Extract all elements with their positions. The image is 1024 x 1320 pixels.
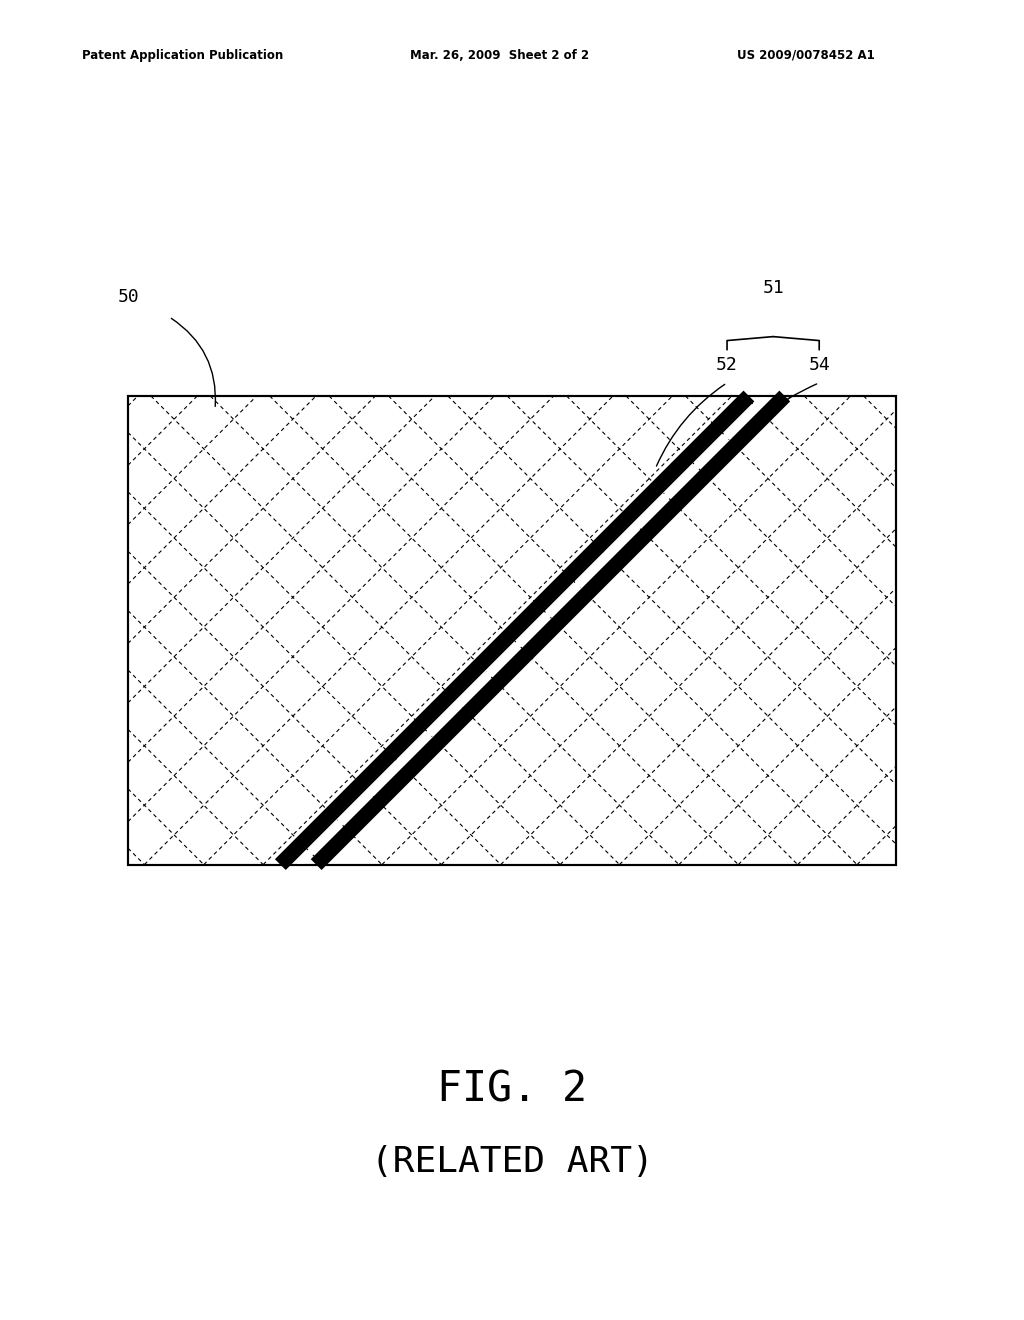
- FancyArrowPatch shape: [171, 318, 215, 407]
- Bar: [128, 396, 896, 865]
- FancyArrowPatch shape: [656, 384, 725, 466]
- Text: 50: 50: [118, 288, 139, 306]
- Text: Patent Application Publication: Patent Application Publication: [82, 49, 284, 62]
- Bar: [128, 396, 896, 865]
- Text: Mar. 26, 2009  Sheet 2 of 2: Mar. 26, 2009 Sheet 2 of 2: [410, 49, 589, 62]
- Text: FIG. 2: FIG. 2: [437, 1068, 587, 1110]
- Text: (RELATED ART): (RELATED ART): [371, 1144, 653, 1179]
- Text: 51: 51: [762, 279, 784, 297]
- Text: 54: 54: [808, 356, 830, 375]
- Text: US 2009/0078452 A1: US 2009/0078452 A1: [737, 49, 876, 62]
- Text: 52: 52: [716, 356, 738, 375]
- FancyArrowPatch shape: [719, 384, 817, 453]
